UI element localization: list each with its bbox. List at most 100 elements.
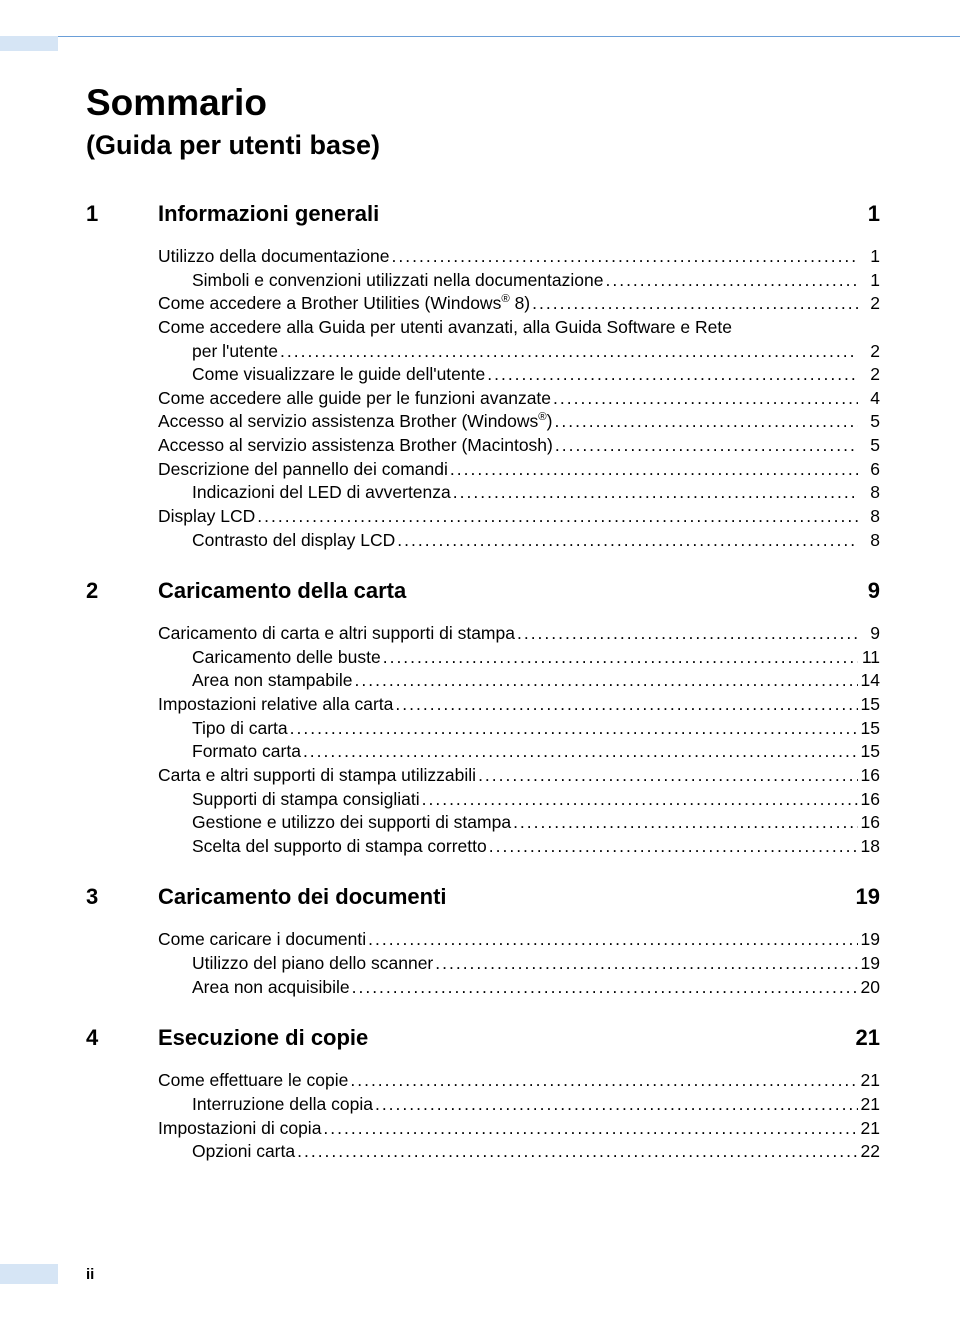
section-number: 1 [86,201,158,227]
toc-entries: Come caricare i documenti19Utilizzo del … [158,928,880,999]
toc-entry-text: Accesso al servizio assistenza Brother (… [158,410,552,434]
toc-entry-text: Area non stampabile [192,669,353,693]
toc-entry-page: 6 [858,458,880,482]
page-content: Sommario (Guida per utenti base) 1Inform… [86,82,880,1164]
toc-leader [353,669,858,693]
toc-entry: Come accedere alla Guida per utenti avan… [158,316,880,340]
toc-section-heading: 1Informazioni generali1 [86,201,880,227]
section-page: 21 [840,1025,880,1051]
section-title: Caricamento della carta [158,578,840,604]
toc-leader [476,764,858,788]
page-top-accent [0,36,58,51]
toc-entry: Utilizzo della documentazione1 [158,245,880,269]
toc-entry: Accesso al servizio assistenza Brother (… [158,434,880,458]
toc-entries: Caricamento di carta e altri supporti di… [158,622,880,858]
toc-leader [485,363,858,387]
toc-leader [348,1069,858,1093]
section-number: 2 [86,578,158,604]
toc-entry-text: Utilizzo del piano dello scanner [192,952,433,976]
toc-subtitle: (Guida per utenti base) [86,130,880,161]
page-top-rule [0,36,960,40]
toc-entry-text: Display LCD [158,505,255,529]
toc-entry-text: Come visualizzare le guide dell'utente [192,363,485,387]
toc-entry-text: Scelta del supporto di stampa corretto [192,835,487,859]
toc-entry: Impostazioni relative alla carta 15 [158,693,880,717]
section-number: 3 [86,884,158,910]
toc-entry-page: 15 [858,740,880,764]
toc-entry-page: 16 [858,788,880,812]
page-footer: ii [0,1264,94,1284]
toc-entry-page: 15 [858,693,880,717]
toc-entry: Area non acquisibile 20 [158,976,880,1000]
toc-entry-text: Utilizzo della documentazione [158,245,390,269]
toc-leader [390,245,858,269]
toc-entry-text: Impostazioni relative alla carta [158,693,393,717]
toc-leader [530,292,858,316]
toc-entry: Caricamento di carta e altri supporti di… [158,622,880,646]
toc-leader [487,835,858,859]
toc-entry-page: 5 [858,410,880,434]
toc-section-heading: 3Caricamento dei documenti19 [86,884,880,910]
toc-entry: Carta e altri supporti di stampa utilizz… [158,764,880,788]
toc-entry: per l'utente2 [158,340,880,364]
section-number: 4 [86,1025,158,1051]
toc-entry-page: 19 [858,952,880,976]
toc-leader [278,340,858,364]
toc-entry-page: 21 [858,1117,880,1141]
toc-leader [321,1117,858,1141]
toc-entry-page: 21 [858,1069,880,1093]
toc-leader [420,788,858,812]
toc-entry-page: 15 [858,717,880,741]
toc-entry-page: 4 [858,387,880,411]
toc-entry-text: Supporti di stampa consigliati [192,788,420,812]
toc-leader [515,622,858,646]
toc-title: Sommario [86,82,880,124]
toc-entry-page: 5 [858,434,880,458]
toc-entry-text: Come accedere a Brother Utilities (Windo… [158,292,530,316]
toc-entry-page: 18 [858,835,880,859]
toc-leader [511,811,858,835]
toc-entry-text: Tipo di carta [192,717,288,741]
toc-entry-text: Accesso al servizio assistenza Brother (… [158,434,553,458]
toc-entry: Utilizzo del piano dello scanner 19 [158,952,880,976]
toc-entry-text: Area non acquisibile [192,976,350,1000]
toc-entry: Impostazioni di copia 21 [158,1117,880,1141]
toc-leader [381,646,858,670]
toc-entry-page: 22 [858,1140,880,1164]
section-page: 19 [840,884,880,910]
toc-entry-page: 2 [858,363,880,387]
toc-leader [553,434,858,458]
toc-entry-text: per l'utente [192,340,278,364]
toc-entry-page: 1 [858,269,880,293]
toc-entries: Utilizzo della documentazione1Simboli e … [158,245,880,552]
toc-entry: Scelta del supporto di stampa corretto 18 [158,835,880,859]
toc-entry: Opzioni carta 22 [158,1140,880,1164]
toc-leader [288,717,858,741]
toc-entry-text: Descrizione del pannello dei comandi [158,458,448,482]
toc-entry-page: 19 [858,928,880,952]
toc-entry: Come effettuare le copie 21 [158,1069,880,1093]
toc-entry-page: 8 [858,529,880,553]
toc-entry-text: Come effettuare le copie [158,1069,348,1093]
toc-leader [603,269,858,293]
toc-entry-text: Interruzione della copia [192,1093,373,1117]
toc-entry-page: 20 [858,976,880,1000]
footer-accent [0,1264,58,1284]
section-page: 9 [840,578,880,604]
toc-entry-page: 8 [858,481,880,505]
toc-entry-text: Opzioni carta [192,1140,295,1164]
toc-entry: Come caricare i documenti19 [158,928,880,952]
toc-leader [433,952,858,976]
toc-leader [551,387,858,411]
toc-entry: Interruzione della copia21 [158,1093,880,1117]
toc-entry-text: Caricamento delle buste [192,646,381,670]
toc-entry-text: Impostazioni di copia [158,1117,321,1141]
toc-entry: Supporti di stampa consigliati 16 [158,788,880,812]
toc-entry-page: 16 [858,764,880,788]
toc-entry: Display LCD8 [158,505,880,529]
toc-entry: Gestione e utilizzo dei supporti di stam… [158,811,880,835]
toc-entry: Simboli e convenzioni utilizzati nella d… [158,269,880,293]
section-title: Caricamento dei documenti [158,884,840,910]
toc-entry-text: Caricamento di carta e altri supporti di… [158,622,515,646]
toc-leader [373,1093,858,1117]
